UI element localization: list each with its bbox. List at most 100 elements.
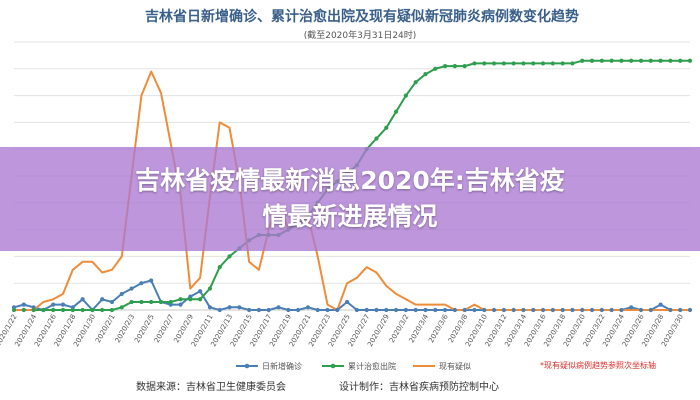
point-1-63 (629, 58, 634, 63)
point-1-48 (482, 61, 487, 66)
point-1-8 (90, 307, 95, 313)
point-1-53 (531, 61, 536, 66)
point-1-2 (31, 307, 36, 313)
point-1-43 (433, 66, 438, 71)
point-0-19 (198, 289, 203, 294)
point-0-51 (511, 307, 516, 313)
point-1-49 (491, 61, 497, 66)
point-0-31 (315, 307, 320, 313)
point-1-66 (658, 58, 663, 63)
banner-line-2: 情最新进展情况 (262, 202, 438, 231)
point-0-69 (687, 307, 693, 313)
point-0-32 (325, 307, 330, 313)
point-0-52 (521, 307, 526, 313)
point-0-57 (570, 307, 575, 313)
footer-design: 设计制作：吉林省疾病预防控制中心 (339, 380, 499, 393)
point-0-1 (21, 302, 26, 307)
chart-subtitle: (截至2020年3月31日24时) (304, 29, 417, 41)
point-1-50 (501, 61, 506, 66)
point-0-48 (482, 307, 487, 313)
point-0-28 (286, 307, 291, 313)
point-1-16 (168, 299, 173, 305)
point-0-41 (413, 307, 418, 313)
point-1-14 (149, 299, 154, 305)
point-0-42 (423, 307, 428, 313)
point-1-6 (70, 307, 75, 313)
point-1-64 (638, 58, 644, 63)
point-0-23 (237, 305, 242, 310)
point-0-5 (60, 302, 66, 307)
legend-marker-1 (330, 363, 336, 369)
overlay-banner: 吉林省疫情最新消息2020年:吉林省疫 情最新进展情况 (0, 147, 700, 251)
point-0-17 (178, 302, 183, 307)
point-1-1 (21, 307, 26, 313)
point-1-59 (589, 58, 595, 63)
point-0-40 (403, 307, 408, 313)
point-1-60 (599, 58, 604, 63)
point-1-38 (384, 125, 389, 130)
point-0-35 (354, 307, 359, 313)
point-0-14 (149, 278, 154, 283)
point-0-12 (129, 286, 134, 291)
point-0-29 (296, 307, 301, 313)
point-0-49 (491, 307, 497, 313)
point-1-18 (188, 297, 193, 302)
chart-title: 吉林省日新增确诊、累计治愈出院及现有疑似新冠肺炎病例数变化趋势 (145, 8, 579, 25)
point-1-41 (413, 80, 418, 85)
point-1-9 (100, 307, 105, 313)
point-0-4 (51, 302, 56, 307)
point-1-5 (60, 307, 66, 313)
point-0-33 (335, 307, 340, 313)
point-0-63 (629, 305, 634, 310)
point-1-46 (462, 64, 467, 69)
point-1-55 (550, 61, 555, 66)
point-1-19 (198, 297, 203, 302)
point-1-44 (442, 64, 448, 69)
point-0-61 (609, 307, 614, 313)
point-1-67 (668, 58, 673, 63)
point-0-65 (648, 307, 653, 313)
legend-label-1: 累计治愈出院 (348, 361, 396, 371)
point-1-3 (41, 307, 46, 313)
point-1-69 (687, 58, 693, 63)
point-1-58 (580, 58, 585, 63)
point-0-22 (227, 305, 232, 310)
point-1-45 (452, 64, 457, 69)
footer-note: *现有疑似病例趋势参照次坐标轴 (540, 360, 656, 370)
point-0-30 (305, 305, 311, 310)
point-1-13 (139, 299, 144, 305)
point-0-25 (256, 307, 262, 313)
point-0-53 (531, 307, 536, 313)
point-0-9 (100, 297, 105, 302)
point-1-20 (207, 286, 213, 291)
point-1-57 (570, 61, 575, 66)
point-1-4 (51, 307, 56, 313)
point-1-62 (619, 58, 624, 63)
point-0-20 (207, 305, 213, 310)
point-0-64 (638, 307, 644, 313)
point-1-7 (80, 307, 85, 313)
point-0-36 (364, 307, 369, 313)
point-1-52 (521, 61, 526, 66)
point-0-10 (109, 299, 115, 305)
point-1-15 (158, 299, 164, 305)
point-0-45 (452, 307, 457, 313)
point-0-50 (501, 307, 506, 313)
point-0-39 (393, 307, 399, 313)
point-0-66 (658, 302, 663, 307)
point-1-37 (374, 136, 379, 141)
legend-label-2: 现有疑似 (439, 361, 471, 371)
legend-label-0: 日新增确诊 (262, 361, 302, 371)
point-0-46 (462, 307, 467, 313)
point-1-21 (217, 265, 222, 270)
point-0-47 (472, 307, 477, 313)
point-1-51 (511, 61, 516, 66)
point-1-22 (227, 254, 232, 259)
point-0-68 (678, 307, 683, 313)
point-0-27 (276, 305, 281, 310)
point-1-61 (609, 58, 614, 63)
banner-text: 吉林省疫情最新消息2020年:吉林省疫 情最新进展情况 (50, 163, 650, 235)
point-1-65 (648, 58, 653, 63)
point-1-68 (678, 58, 683, 63)
point-0-62 (619, 307, 624, 313)
